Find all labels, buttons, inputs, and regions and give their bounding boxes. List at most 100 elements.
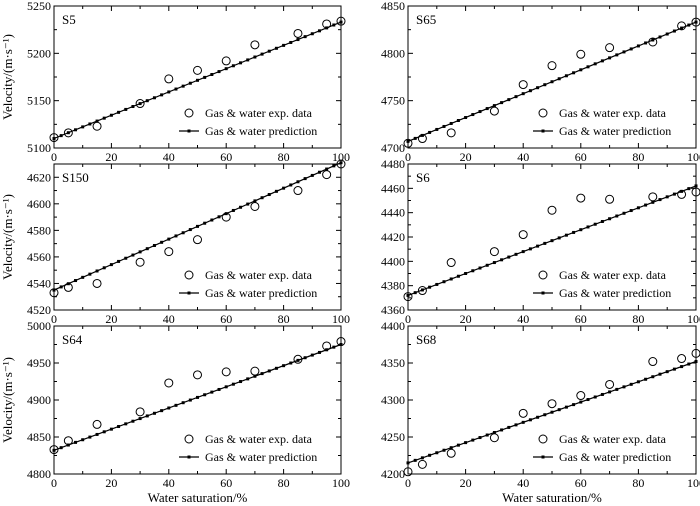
exp-data-point <box>250 366 260 376</box>
panel-s68: 0 20 40 60 80 100 4200 4250 4300 4350 4400 S68 Water… <box>381 319 700 505</box>
y-tick-label: 4700 <box>381 141 405 155</box>
prediction-marker <box>253 199 257 203</box>
x-tick-label: 80 <box>632 476 644 490</box>
legend-label-prediction: Gas & water prediction <box>205 286 317 300</box>
prediction-marker <box>117 110 121 114</box>
exp-data-point <box>164 378 174 388</box>
prediction-marker <box>579 228 583 232</box>
prediction-marker <box>310 173 314 177</box>
prediction-marker <box>74 440 78 444</box>
y-tick-label: 4800 <box>381 46 405 60</box>
panel-s6: 0 20 40 60 80 100 4360 4380 4400 4420 4440 4460 4480… <box>381 157 700 326</box>
prediction-marker <box>339 161 343 165</box>
exp-data-point <box>417 134 427 144</box>
y-tick-label: 4480 <box>381 157 405 171</box>
prediction-marker <box>174 87 178 91</box>
prediction-marker <box>543 83 547 87</box>
prediction-marker <box>339 20 343 24</box>
y-tick-label: 4620 <box>27 170 51 184</box>
prediction-marker <box>492 430 496 434</box>
x-tick-label: 20 <box>105 150 117 164</box>
prediction-marker <box>332 345 336 349</box>
x-tick-label: 80 <box>278 476 290 490</box>
exp-data-point <box>336 159 346 169</box>
prediction-marker <box>109 427 113 431</box>
prediction-marker <box>167 237 171 241</box>
prediction-marker <box>59 446 63 450</box>
prediction-marker <box>117 259 121 263</box>
prediction-marker <box>428 130 432 134</box>
prediction-marker <box>181 231 185 235</box>
prediction-marker <box>500 258 504 262</box>
y-tick-label: 4300 <box>381 393 405 407</box>
prediction-marker <box>658 372 662 376</box>
prediction-marker <box>267 49 271 53</box>
x-tick-label: 100 <box>332 150 350 164</box>
prediction-marker <box>564 233 568 237</box>
prediction-marker <box>181 401 185 405</box>
prediction-marker <box>274 189 278 193</box>
prediction-marker <box>593 62 597 66</box>
prediction-marker <box>210 390 214 394</box>
prediction-marker <box>550 80 554 84</box>
prediction-marker <box>471 269 475 273</box>
y-tick-label: 4900 <box>27 393 51 407</box>
x-tick-label: 40 <box>163 476 175 490</box>
prediction-marker <box>95 269 99 273</box>
x-tick-label: 80 <box>632 312 644 326</box>
prediction-marker <box>203 393 207 397</box>
prediction-marker <box>543 413 547 417</box>
x-tick-label: 40 <box>517 312 529 326</box>
prediction-marker <box>203 75 207 79</box>
exp-data-point <box>49 445 59 455</box>
prediction-marker <box>303 356 307 360</box>
legend-circle-marker <box>184 434 194 444</box>
prediction-marker <box>267 369 271 373</box>
exp-data-point <box>489 106 499 116</box>
prediction-marker <box>246 58 250 62</box>
prediction-marker <box>282 186 286 190</box>
prediction-marker <box>260 372 264 376</box>
prediction-marker <box>253 55 257 59</box>
legend-label-exp: Gas & water exp. data <box>205 106 313 120</box>
prediction-marker <box>145 99 149 103</box>
exp-data-point <box>193 65 202 75</box>
exp-data-point <box>489 433 499 443</box>
x-tick-label: 80 <box>278 150 290 164</box>
exp-data-point <box>135 407 145 417</box>
prediction-marker <box>485 107 489 111</box>
y-axis-title: Velocity/(m·s⁻¹) <box>0 194 15 280</box>
prediction-marker <box>289 361 293 365</box>
prediction-marker <box>102 116 106 120</box>
prediction-marker <box>217 70 221 74</box>
prediction-marker <box>651 38 655 42</box>
y-tick-label: 4850 <box>381 0 405 13</box>
y-tick-label: 4950 <box>27 356 51 370</box>
prediction-marker <box>449 446 453 450</box>
exp-data-point <box>250 40 260 50</box>
prediction-marker <box>579 68 583 72</box>
prediction-marker <box>274 366 278 370</box>
prediction-marker <box>485 263 489 267</box>
legend-square-marker <box>187 455 191 459</box>
prediction-marker <box>636 380 640 384</box>
prediction-marker <box>608 390 612 394</box>
exp-data-point <box>250 201 260 211</box>
prediction-marker <box>413 291 417 295</box>
x-axis-title: Water saturation/% <box>148 490 248 505</box>
legend-square-marker <box>187 291 191 295</box>
x-tick-label: 0 <box>51 312 57 326</box>
exp-data-point <box>164 247 174 257</box>
prediction-marker <box>138 417 142 421</box>
exp-data-point <box>547 399 557 409</box>
prediction-marker <box>289 40 293 44</box>
prediction-marker <box>317 170 321 174</box>
prediction-marker <box>586 398 590 402</box>
prediction-marker <box>74 128 78 132</box>
prediction-marker <box>636 206 640 210</box>
prediction-marker <box>310 353 314 357</box>
prediction-marker <box>651 375 655 379</box>
exp-data-point <box>677 189 687 199</box>
exp-data-point <box>92 278 102 288</box>
prediction-marker <box>66 131 70 135</box>
